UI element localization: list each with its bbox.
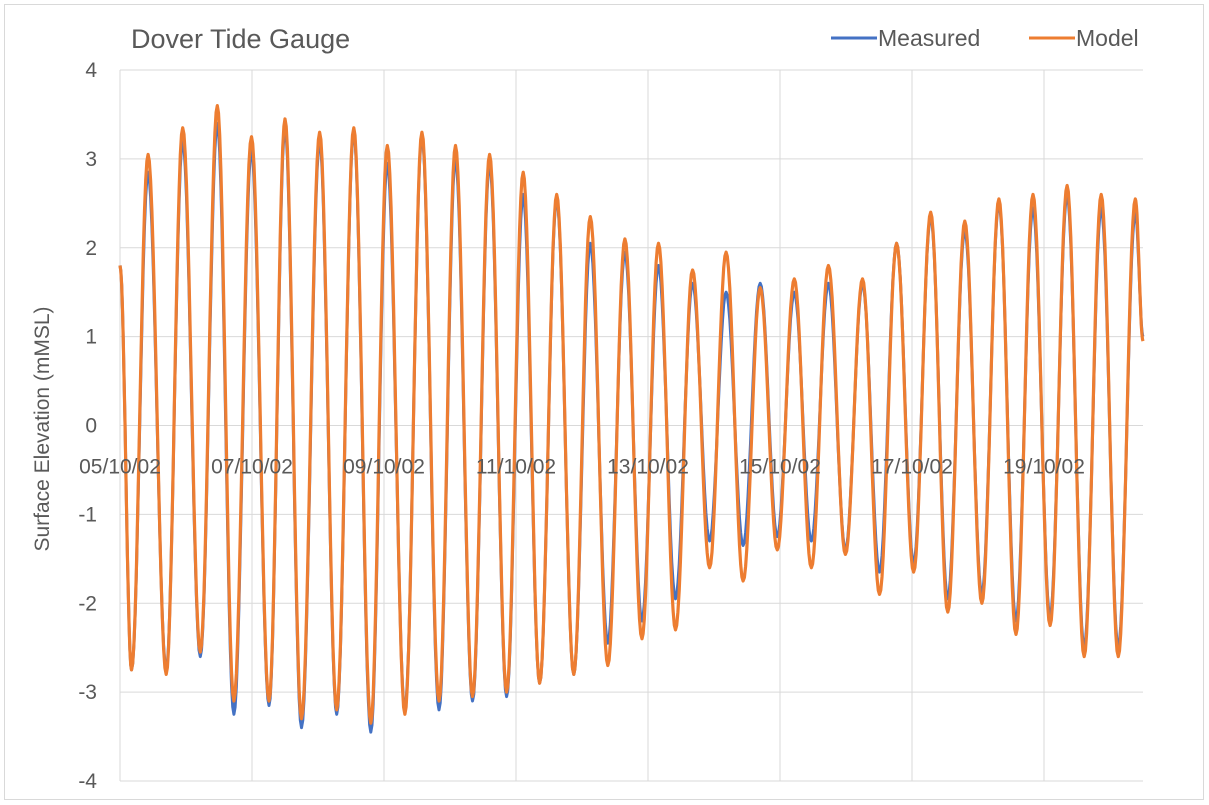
y-tick-label: -1 bbox=[78, 503, 97, 526]
y-tick-label: 1 bbox=[85, 326, 97, 349]
x-tick-label: 11/10/02 bbox=[476, 456, 556, 479]
tick-labels: -4 -3 -2 -1 0 1 2 3 4 05/10/02 07/10/02 09/10/02 11/… bbox=[78, 59, 1085, 793]
y-tick-label: 0 bbox=[85, 415, 97, 438]
y-tick-label: -4 bbox=[78, 770, 97, 793]
x-tick-label: 17/10/02 bbox=[871, 456, 953, 479]
x-tick-label: 19/10/02 bbox=[1003, 456, 1085, 479]
x-tick-label: 09/10/02 bbox=[343, 456, 425, 479]
chart-area: -4 -3 -2 -1 0 1 2 3 4 05/10/02 07/10/02 09/10/02 11/… bbox=[4, 4, 1204, 800]
y-tick-label: 3 bbox=[85, 148, 97, 171]
y-tick-label: -2 bbox=[78, 592, 97, 615]
legend-label-model: Model bbox=[1076, 25, 1139, 51]
y-tick-label: 4 bbox=[85, 59, 97, 82]
x-tick-label: 05/10/02 bbox=[79, 456, 161, 479]
line-chart: -4 -3 -2 -1 0 1 2 3 4 05/10/02 07/10/02 09/10/02 11/… bbox=[31, 24, 1145, 793]
chart-title: Dover Tide Gauge bbox=[131, 24, 350, 54]
legend-label-measured: Measured bbox=[878, 25, 980, 51]
y-axis-label: Surface Elevation (mMSL) bbox=[31, 306, 54, 551]
y-tick-label: -3 bbox=[78, 681, 97, 704]
x-tick-label: 13/10/02 bbox=[607, 456, 689, 479]
series-line-model bbox=[118, 104, 1145, 725]
y-tick-label: 2 bbox=[85, 237, 97, 260]
legend: Measured Model bbox=[831, 25, 1139, 51]
series-layer bbox=[118, 104, 1145, 734]
x-tick-label: 15/10/02 bbox=[739, 456, 821, 479]
x-tick-label: 07/10/02 bbox=[211, 456, 293, 479]
